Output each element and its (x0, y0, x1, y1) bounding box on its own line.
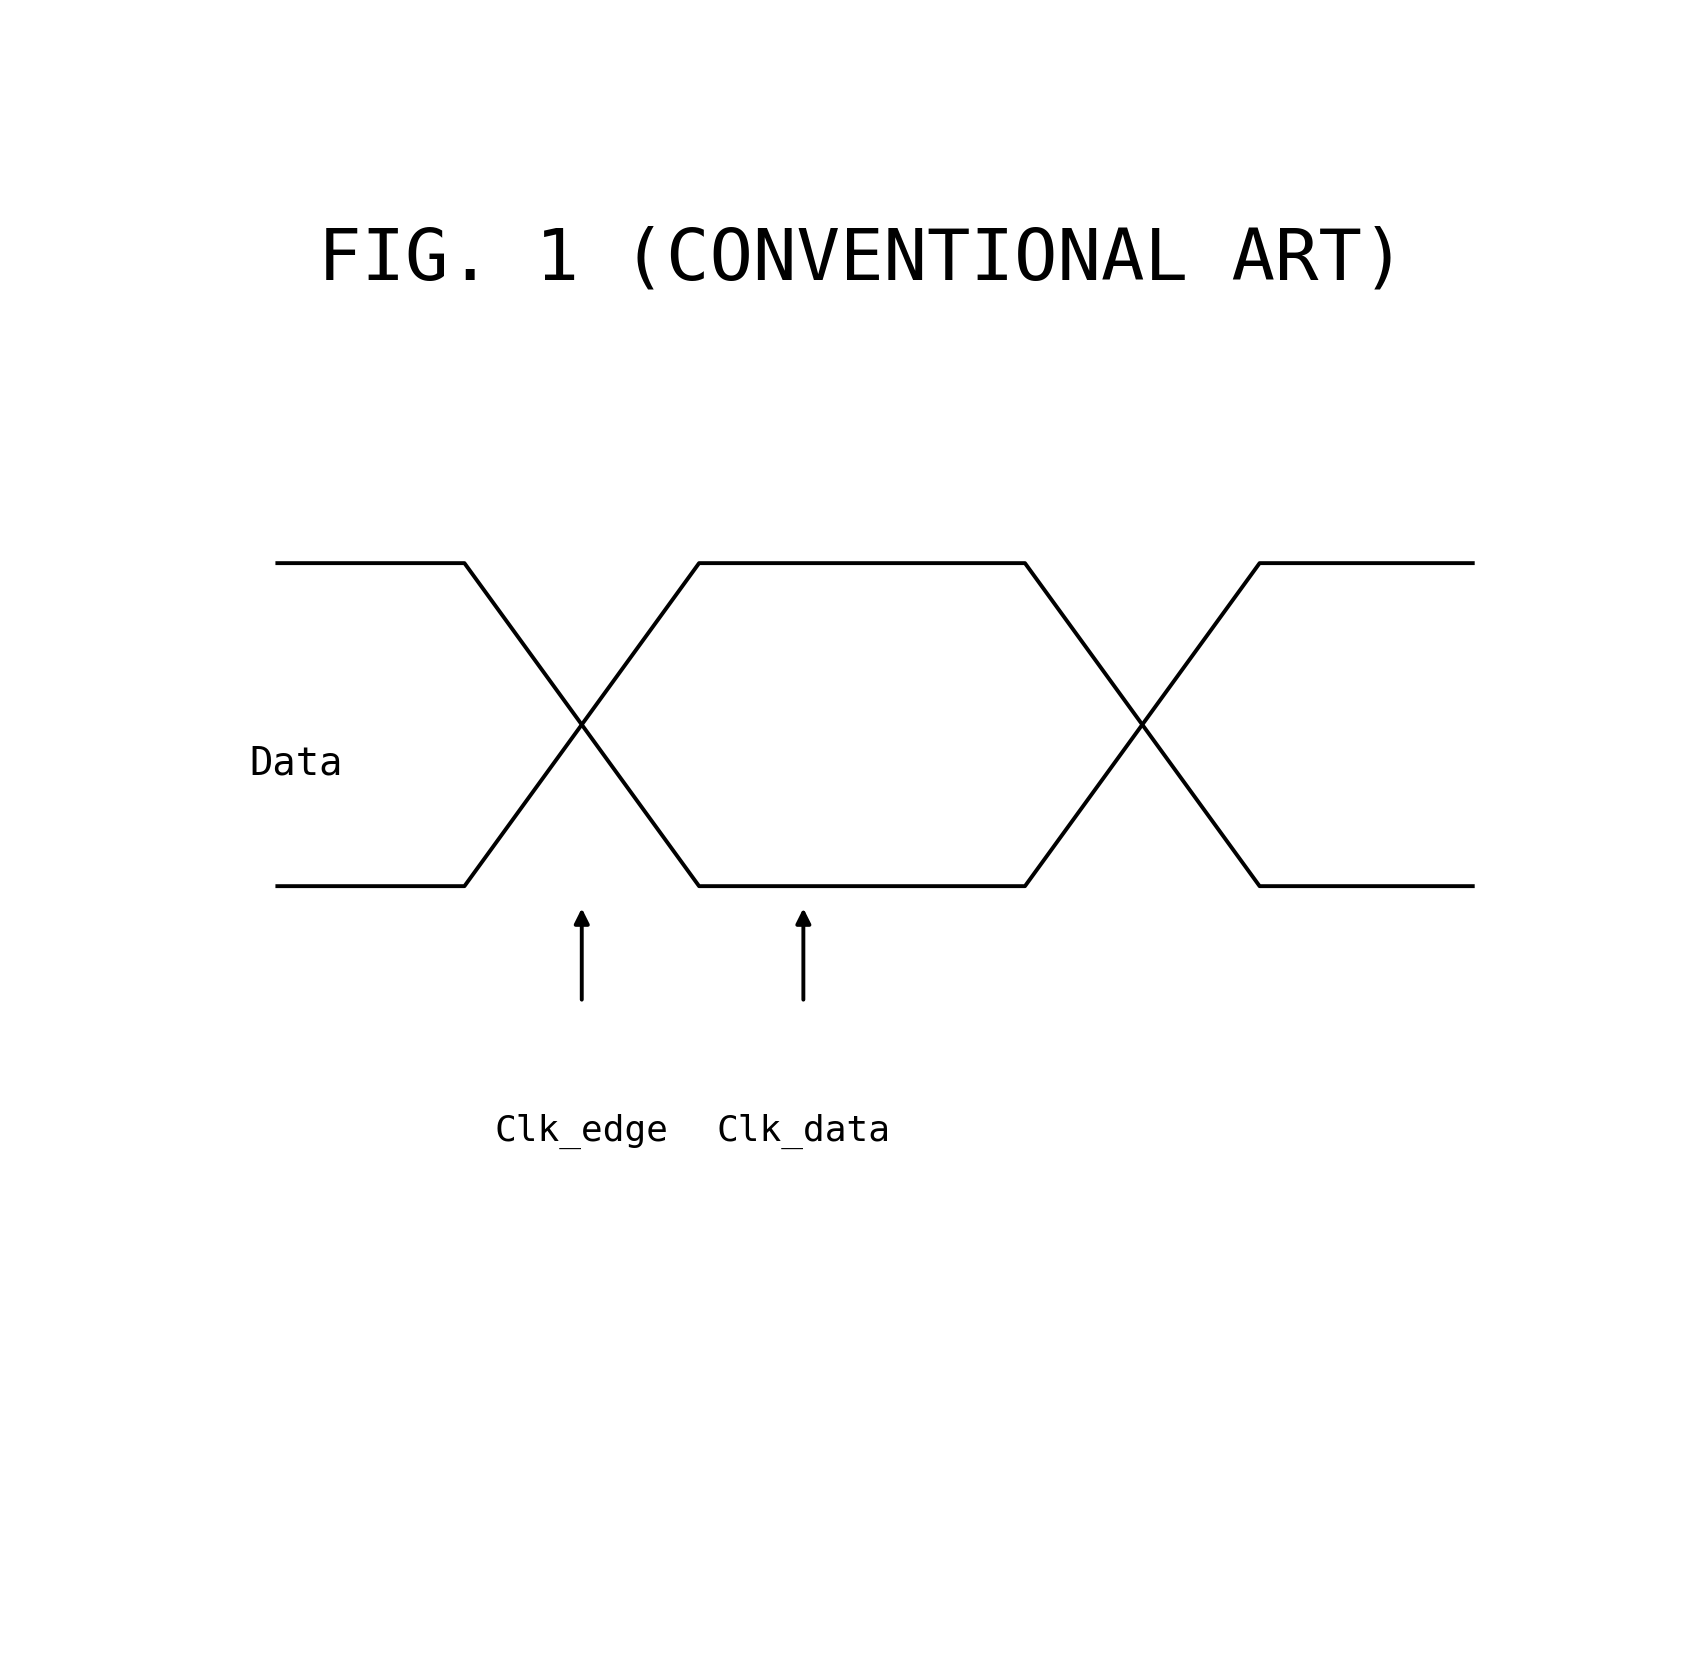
Text: Clk_edge: Clk_edge (495, 1114, 669, 1149)
Text: FIG. 1 (CONVENTIONAL ART): FIG. 1 (CONVENTIONAL ART) (318, 225, 1406, 294)
Text: Clk_data: Clk_data (717, 1114, 890, 1149)
Text: Data: Data (249, 745, 343, 782)
